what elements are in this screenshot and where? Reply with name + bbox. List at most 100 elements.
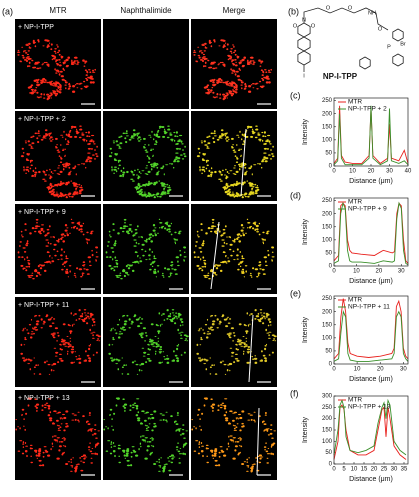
mitochondrion	[227, 422, 232, 425]
mitochondrion	[44, 61, 46, 64]
mitochondrion	[202, 240, 205, 243]
mitochondrion	[148, 359, 152, 362]
mitochondrion	[199, 251, 203, 253]
mitochondrion	[70, 470, 73, 472]
mitochondrion	[271, 334, 275, 337]
mitochondrion	[223, 454, 227, 457]
mitochondrion	[20, 264, 24, 267]
x-tick-label: 40	[405, 169, 412, 175]
mitochondrion	[87, 152, 91, 154]
mitochondrion	[143, 146, 146, 149]
mitochondrion	[169, 312, 172, 315]
x-tick-label: 0	[332, 467, 336, 473]
mitochondrion	[58, 194, 61, 197]
mitochondrion	[247, 127, 249, 129]
mitochondrion	[269, 320, 272, 324]
x-tick-label: 10	[353, 269, 360, 275]
mitochondrion	[39, 448, 42, 450]
y-tick-label: 250	[322, 198, 333, 204]
mitochondrion	[133, 402, 137, 404]
mitochondrion	[87, 76, 89, 79]
mitochondrion	[89, 450, 93, 453]
mitochondrion	[55, 59, 59, 61]
mitochondrion	[225, 419, 229, 422]
mitochondrion	[132, 404, 135, 406]
mitochondrion	[56, 437, 60, 439]
mitochondrion	[136, 373, 139, 375]
mitochondrion	[210, 269, 214, 273]
mitochondrion	[267, 324, 270, 327]
mitochondrion	[173, 139, 176, 142]
mitochondrion	[230, 327, 234, 330]
mitochondrion	[262, 231, 265, 234]
mitochondrion	[177, 264, 180, 267]
mitochondrion	[259, 264, 262, 266]
mitochondrion	[180, 354, 183, 356]
mitochondrion	[116, 324, 120, 326]
mitochondrion	[95, 351, 98, 354]
plot-frame	[333, 395, 409, 465]
mitochondrion	[93, 429, 97, 431]
mitochondrion	[129, 409, 132, 411]
mitochondrion	[225, 176, 229, 178]
mitochondrion	[128, 138, 132, 141]
mitochondrion	[80, 231, 84, 233]
mitochondrion	[78, 268, 83, 271]
mitochondrion	[90, 315, 92, 318]
mitochondrion	[35, 364, 38, 367]
mitochondrion	[79, 189, 82, 192]
mitochondrion	[195, 61, 199, 63]
legend-label: NP-I-TPP + 11	[348, 304, 390, 311]
mitochondrion	[31, 59, 34, 62]
mitochondrion	[265, 157, 269, 159]
mitochondrion	[115, 259, 119, 262]
mitochondrion	[203, 363, 207, 365]
mitochondrion	[206, 147, 210, 149]
mitochondrion	[251, 63, 254, 65]
mitochondrion	[86, 322, 89, 325]
mitochondrion	[261, 60, 263, 63]
mitochondrion	[55, 195, 59, 197]
mitochondrion	[59, 348, 62, 349]
mitochondrion	[139, 364, 142, 366]
mitochondrion	[132, 129, 136, 132]
mitochondrion	[246, 125, 250, 128]
mitochondrion	[128, 327, 131, 329]
mitochondrion	[55, 52, 57, 54]
mitochondrion	[90, 332, 94, 334]
mitochondrion	[63, 69, 65, 71]
cell-signal	[20, 125, 99, 199]
mitochondrion	[181, 429, 185, 431]
mitochondrion	[256, 186, 259, 189]
mitochondrion	[137, 184, 140, 186]
mitochondrion	[32, 135, 35, 138]
mitochondrion	[24, 244, 29, 246]
mitochondrion	[244, 87, 247, 90]
mitochondrion	[39, 96, 42, 98]
mitochondrion	[155, 345, 158, 348]
mitochondrion	[174, 322, 177, 325]
mitochondrion	[274, 340, 277, 342]
x-axis-label: Distance (μm)	[349, 178, 393, 185]
mitochondrion	[271, 443, 274, 446]
mitochondrion	[81, 132, 84, 134]
mitochondrion	[264, 142, 267, 144]
mitochondrion	[171, 317, 175, 320]
mitochondrion	[88, 160, 92, 163]
mitochondrion	[182, 149, 184, 151]
mitochondrion	[144, 332, 148, 334]
mitochondrion	[45, 402, 49, 404]
mitochondrion	[255, 183, 257, 186]
mitochondrion	[90, 462, 93, 464]
mitochondrion	[138, 369, 141, 372]
mitochondrion	[118, 318, 121, 321]
mitochondrion	[163, 356, 165, 358]
mitochondrion	[225, 411, 228, 414]
mitochondrion	[232, 89, 234, 91]
mitochondrion	[69, 163, 71, 166]
mitochondrion	[141, 170, 145, 172]
mitochondrion	[60, 254, 63, 257]
mitochondrion	[139, 442, 142, 445]
mitochondrion	[60, 348, 63, 351]
mitochondrion	[163, 319, 166, 321]
